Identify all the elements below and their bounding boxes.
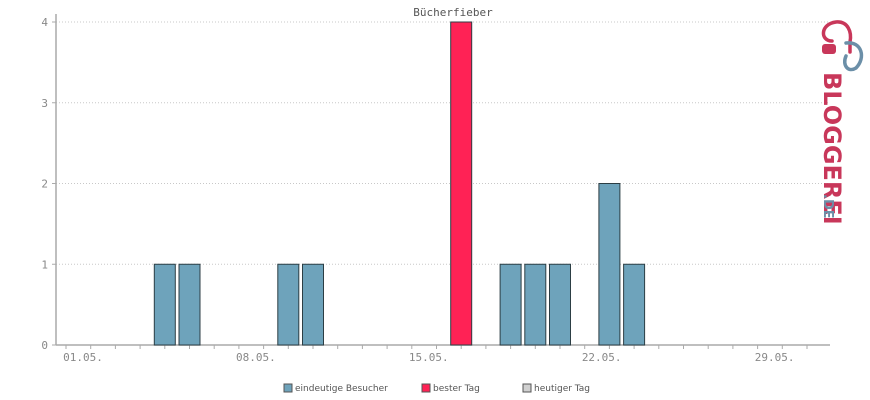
bloggerei-logo-icon bbox=[821, 20, 864, 72]
bar bbox=[524, 263, 547, 346]
bloggerei-logo-text: BLOGGEREI bbox=[818, 72, 846, 225]
x-tick-label: 08.05. bbox=[236, 351, 276, 364]
bar bbox=[153, 263, 176, 346]
bar bbox=[499, 263, 522, 346]
y-tick-label: 1 bbox=[41, 258, 48, 271]
chart-title: Bücherfieber bbox=[413, 6, 493, 19]
bloggerei-logo[interactable]: BLOGGEREI .DE bbox=[818, 20, 864, 225]
y-tick-label: 2 bbox=[41, 178, 48, 191]
x-tick-label: 22.05. bbox=[582, 351, 622, 364]
legend-swatch bbox=[522, 383, 532, 393]
bar bbox=[450, 21, 473, 346]
grid bbox=[56, 21, 830, 265]
x-tick-label: 29.05. bbox=[755, 351, 795, 364]
y-tick-label: 0 bbox=[41, 339, 48, 352]
bar bbox=[623, 263, 646, 346]
bar bbox=[302, 263, 324, 346]
legend-label: bester Tag bbox=[433, 384, 480, 394]
x-tick-label: 15.05. bbox=[409, 351, 449, 364]
y-tick-label: 4 bbox=[41, 16, 48, 29]
legend-label: eindeutige Besucher bbox=[295, 384, 388, 394]
bar bbox=[598, 183, 621, 346]
bloggerei-logo-suffix: .DE bbox=[820, 194, 835, 219]
legend-swatch bbox=[421, 383, 431, 393]
y-tick-label: 3 bbox=[41, 97, 48, 110]
legend-swatch bbox=[283, 383, 293, 393]
legend: eindeutige Besucher bester Tag heutiger Ta… bbox=[283, 383, 590, 394]
bar bbox=[549, 263, 571, 346]
bar bbox=[178, 263, 201, 346]
bar bbox=[277, 263, 300, 346]
legend-label: heutiger Tag bbox=[534, 384, 590, 394]
x-tick-label: 01.05. bbox=[63, 351, 103, 364]
bars bbox=[153, 21, 646, 346]
